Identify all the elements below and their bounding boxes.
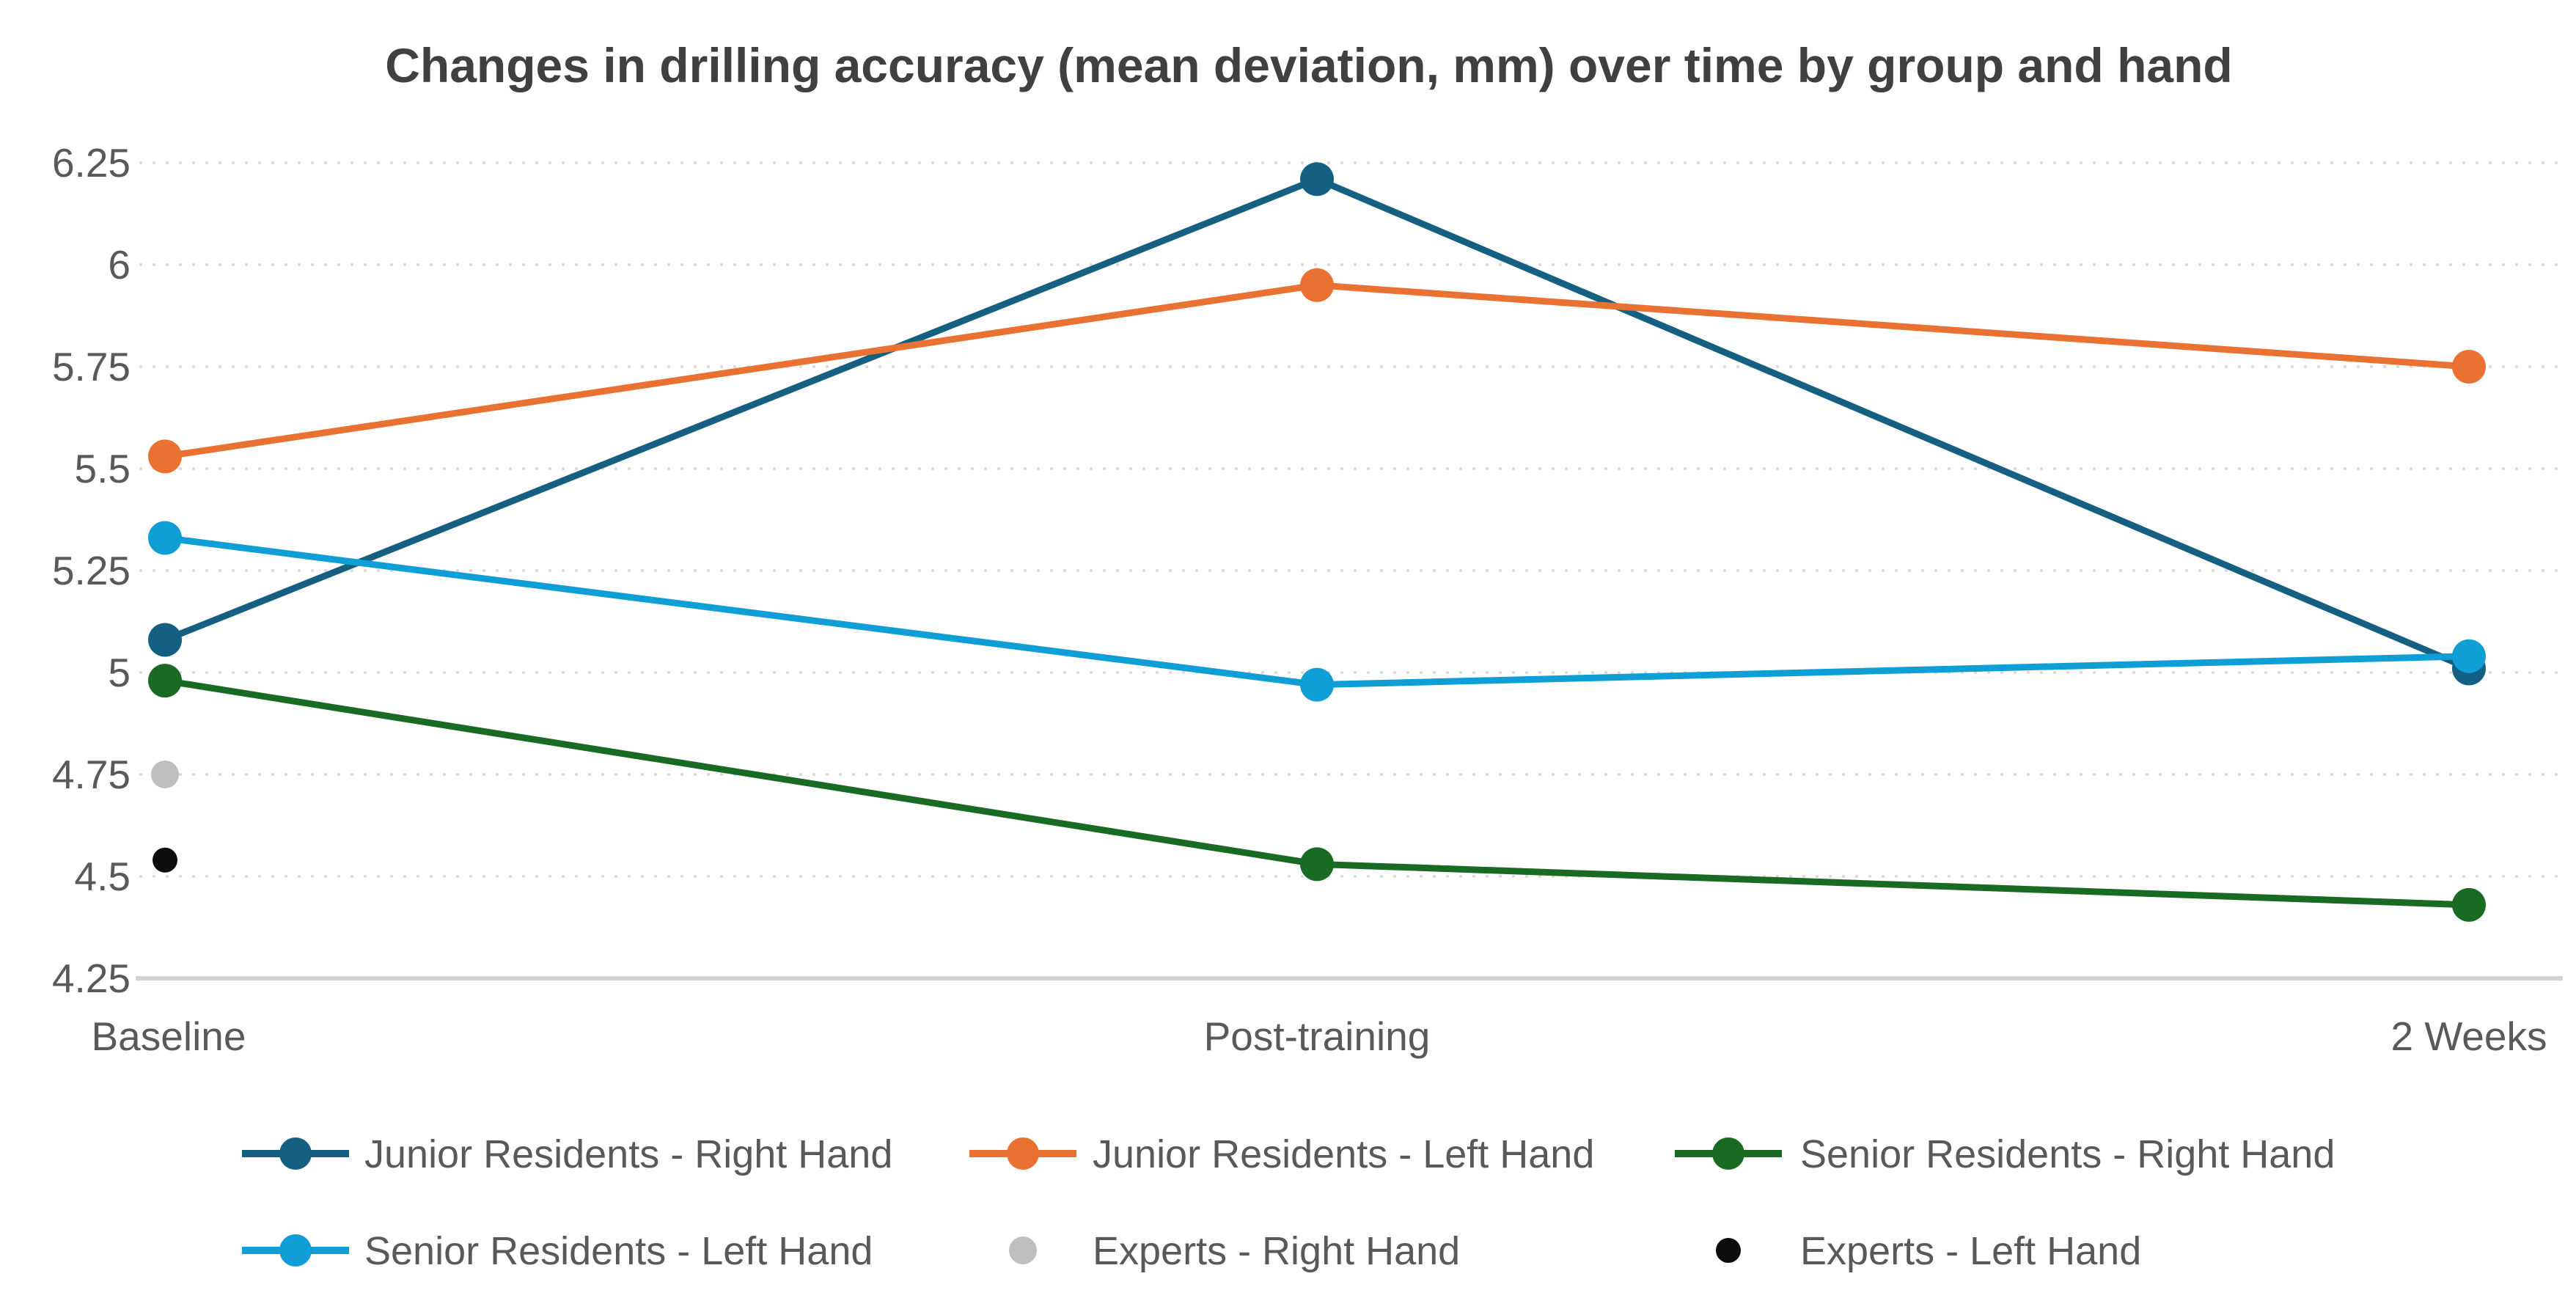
y-tick-label: 5.5: [75, 446, 131, 491]
series-line: [161, 282, 2473, 460]
gridlines: [136, 161, 2563, 981]
x-axis-tick-labels: Baseline Post-training 2 Weeks: [92, 1014, 2547, 1059]
legend-item: Experts - Right Hand: [1009, 1229, 1460, 1273]
legend-dot-marker: [1712, 1137, 1744, 1170]
legend-item: Junior Residents - Left Hand: [969, 1132, 1594, 1176]
series-markers: [148, 664, 2486, 922]
legend-dot-marker: [1007, 1137, 1039, 1170]
series-markers: [148, 268, 2486, 474]
data-point-marker: [2452, 639, 2486, 673]
series-markers: [151, 761, 179, 788]
legend-label: Senior Residents - Right Hand: [1800, 1132, 2335, 1176]
y-axis-tick-labels: 6.25 6 5.75 5.5 5.25 5 4.75 4.5 4.25: [52, 140, 131, 1001]
data-point-marker: [2452, 887, 2486, 922]
data-point-marker: [1300, 162, 1334, 197]
legend-dot-marker: [1716, 1238, 1741, 1263]
data-point-marker: [148, 664, 182, 698]
legend-item: Senior Residents - Right Hand: [1675, 1132, 2335, 1176]
data-point-marker: [1300, 667, 1334, 702]
y-tick-label: 6.25: [52, 140, 131, 186]
legend-label: Experts - Right Hand: [1093, 1229, 1460, 1273]
y-tick-label: 5: [108, 650, 131, 695]
series-markers: [153, 847, 177, 873]
legend-item: Senior Residents - Left Hand: [242, 1229, 873, 1273]
y-tick-label: 4.25: [52, 956, 131, 1001]
chart-title: Changes in drilling accuracy (mean devia…: [385, 38, 2233, 92]
y-tick-label: 5.25: [52, 548, 131, 593]
series-markers: [148, 521, 2486, 702]
y-tick-label: 6: [108, 242, 131, 287]
data-point-marker: [1300, 268, 1334, 302]
data-point-marker: [148, 521, 182, 555]
y-tick-label: 4.75: [52, 752, 131, 797]
series-lines: [148, 162, 2486, 922]
series-markers: [148, 162, 2486, 686]
x-tick-label: Baseline: [92, 1014, 246, 1059]
legend-label: Senior Residents - Left Hand: [364, 1229, 873, 1273]
legend-dot-marker: [279, 1137, 312, 1170]
legend-item: Junior Residents - Right Hand: [242, 1132, 892, 1176]
legend-dot-marker: [279, 1234, 312, 1267]
legend-item: Experts - Left Hand: [1716, 1229, 2141, 1273]
data-point-marker: [151, 761, 179, 788]
data-point-marker: [2452, 350, 2486, 384]
legend-dot-marker: [1009, 1236, 1037, 1264]
data-point-marker: [153, 847, 177, 873]
data-point-marker: [1300, 847, 1334, 882]
series-line: [161, 175, 2473, 672]
legend-label: Junior Residents - Left Hand: [1093, 1132, 1594, 1176]
legend-label: Experts - Left Hand: [1800, 1229, 2141, 1273]
x-tick-label: 2 Weeks: [2391, 1014, 2547, 1059]
y-tick-label: 5.75: [52, 344, 131, 389]
data-point-marker: [148, 623, 182, 657]
data-point-marker: [148, 439, 182, 474]
y-tick-label: 4.5: [75, 854, 131, 899]
legend-label: Junior Residents - Right Hand: [364, 1132, 892, 1176]
x-tick-label: Post-training: [1204, 1014, 1431, 1059]
series-line: [161, 535, 2473, 689]
chart-legend: Junior Residents - Right Hand Junior Resi…: [242, 1132, 2335, 1273]
